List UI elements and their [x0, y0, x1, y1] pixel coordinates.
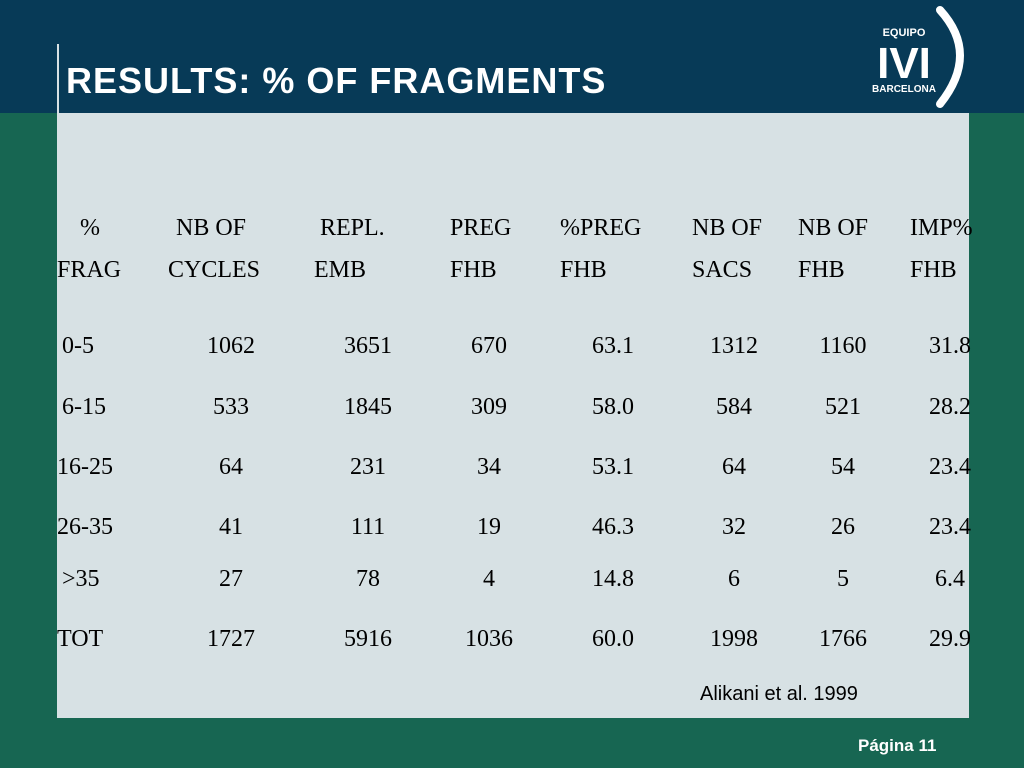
- column-header-line1: %: [80, 215, 100, 241]
- table-cell: 6: [728, 566, 740, 592]
- table-cell: 1766: [819, 626, 867, 652]
- citation: Alikani et al. 1999: [700, 683, 858, 705]
- table-cell: 1998: [710, 626, 758, 652]
- table-cell: 78: [356, 566, 380, 592]
- logo-main-text: IVI: [877, 39, 931, 88]
- table-cell: 1160: [819, 333, 867, 359]
- table-cell: 1312: [710, 333, 758, 359]
- table-cell: 54: [831, 454, 855, 480]
- table-cell: 46.3: [592, 514, 634, 540]
- column-header-line2: SACS: [692, 257, 753, 283]
- table-cell: 64: [722, 454, 746, 480]
- slide-title: RESULTS: % OF FRAGMENTS: [66, 60, 607, 101]
- header-divider-line: [57, 44, 59, 113]
- table-cell: 32: [722, 514, 746, 540]
- table-cell: 111: [350, 514, 386, 540]
- slide-header: [0, 0, 1024, 113]
- column-header-line2: FHB: [798, 257, 845, 283]
- logo-top-text: EQUIPO: [883, 27, 926, 39]
- column-header-line1: PREG: [450, 215, 512, 241]
- table-cell: 1036: [465, 626, 513, 652]
- column-header-line1: REPL.: [320, 215, 385, 241]
- table-cell: 533: [213, 394, 249, 420]
- table-cell: 27: [219, 566, 243, 592]
- row-label-cell: 26-35: [57, 514, 113, 540]
- table-cell: 19: [477, 514, 501, 540]
- table-cell: 28.2: [929, 394, 971, 420]
- table-cell: 1062: [207, 333, 255, 359]
- page-number: Página 11: [858, 736, 937, 755]
- row-label-cell: 16-25: [57, 454, 113, 480]
- table-cell: 23.4: [929, 454, 971, 480]
- column-header-line1: NB OF: [798, 215, 869, 241]
- table-cell: 231: [350, 454, 386, 480]
- row-label-cell: 6-15: [62, 394, 106, 420]
- table-cell: 60.0: [592, 626, 634, 652]
- column-header-line2: FHB: [560, 257, 607, 283]
- row-label-cell: >35: [62, 566, 100, 592]
- row-label-cell: 0-5: [62, 333, 94, 359]
- column-header-line2: EMB: [314, 257, 367, 283]
- column-header-line1: NB OF: [692, 215, 763, 241]
- column-header-line1: IMP%: [910, 215, 973, 241]
- table-cell: 584: [716, 394, 752, 420]
- table-cell: 53.1: [592, 454, 634, 480]
- table-cell: 521: [825, 394, 861, 420]
- column-header-line2: FHB: [450, 257, 497, 283]
- table-cell: 64: [219, 454, 243, 480]
- column-header-line2: CYCLES: [168, 257, 261, 283]
- table-cell: 3651: [344, 333, 392, 359]
- logo-bottom-text: BARCELONA: [872, 84, 936, 95]
- table-cell: 63.1: [592, 333, 634, 359]
- table-cell: 5916: [344, 626, 392, 652]
- column-header-line2: FRAG: [57, 257, 122, 283]
- table-cell: 1845: [344, 394, 392, 420]
- content-panel: [57, 113, 969, 718]
- column-header-line1: %PREG: [560, 215, 642, 241]
- table-cell: 6.4: [935, 566, 965, 592]
- table-cell: 670: [471, 333, 507, 359]
- ivi-logo: EQUIPO IVI BARCELONA: [872, 6, 964, 108]
- table-cell: 23.4: [929, 514, 971, 540]
- table-cell: 309: [471, 394, 507, 420]
- table-cell: 31.8: [929, 333, 971, 359]
- row-label-cell: TOT: [57, 626, 104, 652]
- table-cell: 4: [483, 566, 495, 592]
- column-header-line1: NB OF: [176, 215, 247, 241]
- table-cell: 14.8: [592, 566, 634, 592]
- table-cell: 1727: [207, 626, 255, 652]
- table-cell: 34: [477, 454, 501, 480]
- table-cell: 5: [837, 566, 849, 592]
- table-cell: 29.9: [929, 626, 971, 652]
- table-cell: 26: [831, 514, 855, 540]
- column-header-line2: FHB: [910, 257, 957, 283]
- logo-arc: [936, 6, 964, 108]
- table-cell: 41: [219, 514, 243, 540]
- table-cell: 58.0: [592, 394, 634, 420]
